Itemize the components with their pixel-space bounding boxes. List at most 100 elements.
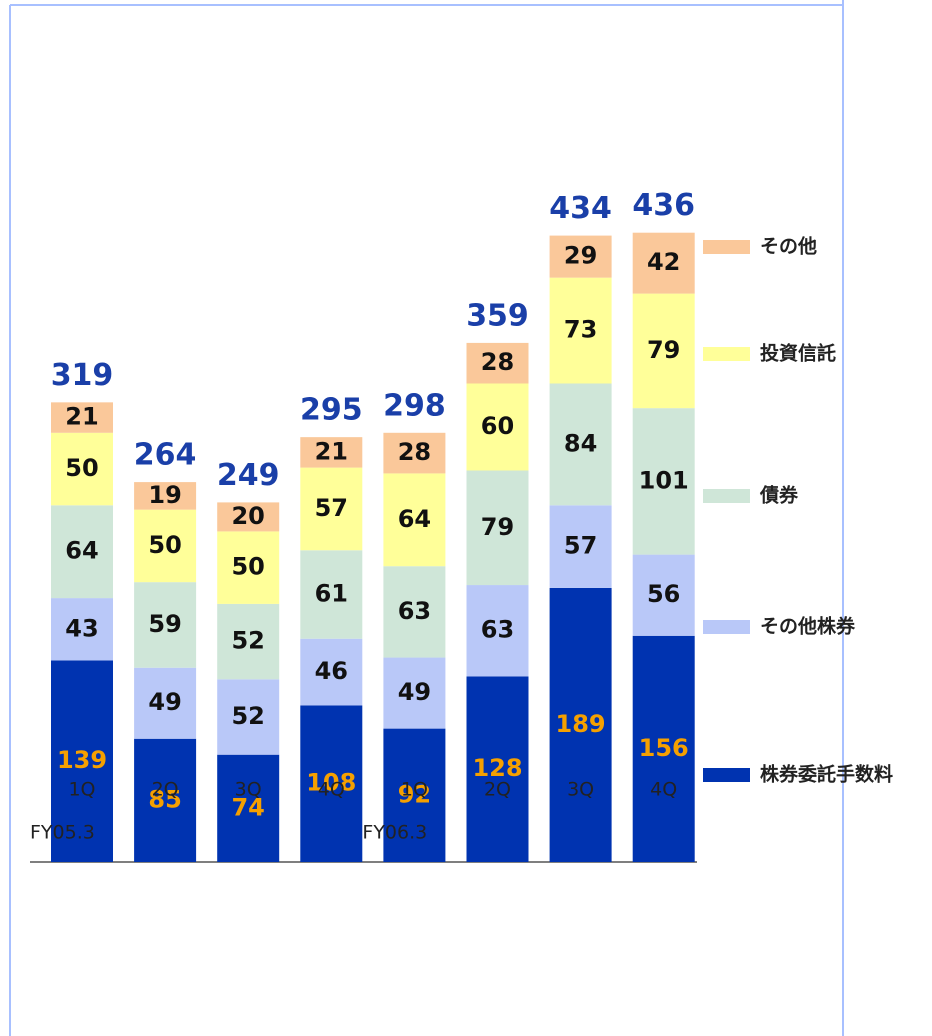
bar-segment [466,470,529,586]
segment-label: 52 [231,702,264,730]
bar-segment [300,467,363,551]
segment-label: 92 [398,780,431,808]
x-tick-label: 3Q [567,779,594,801]
segment-label: 28 [398,438,431,466]
total-label: 436 [632,188,695,223]
segment-label: 128 [472,754,522,782]
bar-segment [383,432,446,474]
bar-segment [300,550,363,639]
legend-label: 債券 [759,484,799,507]
segment-label: 21 [65,403,98,431]
bar-segment [300,705,363,862]
bar-segment [466,342,529,384]
group-label: FY06.3 [362,822,427,844]
bar-segment [134,738,197,862]
segment-label: 139 [57,746,107,774]
total-label: 295 [300,393,363,428]
segment-label: 46 [315,657,348,685]
legend-label: その他 [760,235,817,258]
segment-label: 50 [231,553,264,581]
bar-segment [134,667,197,739]
segment-label: 73 [564,316,597,344]
segment-label: 28 [481,348,514,376]
legend-swatch [703,620,750,634]
segment-label: 56 [647,580,680,608]
x-tick-label: 2Q [484,779,511,801]
x-tick-label: 2Q [152,779,179,801]
segment-label: 43 [65,614,98,642]
segment-label: 84 [564,429,597,457]
segment-label: 20 [231,502,264,530]
bar-segment [549,587,612,862]
bar-segment [134,482,197,510]
segment-label: 19 [148,481,181,509]
segment-label: 79 [647,336,680,364]
segment-label: 50 [65,454,98,482]
segment-label: 60 [481,412,514,440]
segment-label: 74 [231,793,264,821]
bar-segment [217,754,280,862]
bar-segment [383,657,446,729]
segment-label: 64 [398,505,431,533]
bar-segment [217,531,280,604]
segment-label: 85 [148,785,181,813]
segment-label: 57 [315,494,348,522]
bar-segment [217,502,280,532]
total-label: 264 [134,438,197,473]
bar-segment [300,638,363,706]
segment-label: 101 [639,466,689,494]
bar-segment [51,402,113,433]
segment-label: 21 [315,437,348,465]
legend-swatch [703,240,750,254]
bar-segment [632,408,695,555]
segment-label: 49 [148,688,181,716]
total-label: 249 [217,458,280,493]
bar-segment [134,509,197,583]
segment-label: 63 [481,616,514,644]
legend-swatch [703,768,750,782]
bar-segment [51,432,113,506]
segment-label: 108 [306,769,356,797]
segment-label: 42 [647,248,680,276]
bar-segment [383,566,446,658]
bar-segment [632,554,695,636]
group-label: FY05.3 [30,822,95,844]
segment-label: 189 [556,710,606,738]
legend-swatch [703,489,750,503]
bar-segment [466,383,529,471]
bar-segment [300,437,363,468]
total-label: 319 [51,358,114,393]
bar-segment [632,232,695,294]
bar-segment [466,676,529,862]
x-tick-label: 4Q [650,779,677,801]
bar-segment [632,293,695,409]
x-tick-label: 3Q [235,779,262,801]
segment-label: 61 [315,579,348,607]
x-tick-label: 4Q [318,779,345,801]
bar-segment [383,473,446,567]
segment-label: 79 [481,513,514,541]
segment-label: 156 [639,734,689,762]
legend-label: 投資信託 [760,342,836,365]
bar-segment [549,277,612,384]
bar-segment [51,505,113,599]
bar-segment [466,585,529,677]
total-label: 298 [383,388,446,423]
bar-segment [383,728,446,862]
total-label: 359 [466,298,529,333]
segment-label: 49 [398,678,431,706]
bar-segment [134,582,197,668]
total-label: 434 [549,191,612,226]
legend-swatch [703,347,750,361]
legend-label: 株券委託手数料 [760,763,893,786]
segment-label: 50 [148,531,181,559]
bar-segment [217,679,280,755]
segment-label: 52 [231,627,264,655]
bar-segment [549,235,612,278]
bar-segment [632,635,695,862]
legend-label: その他株券 [760,615,856,638]
segment-label: 63 [398,597,431,625]
bar-segment [51,660,113,862]
segment-label: 59 [148,610,181,638]
